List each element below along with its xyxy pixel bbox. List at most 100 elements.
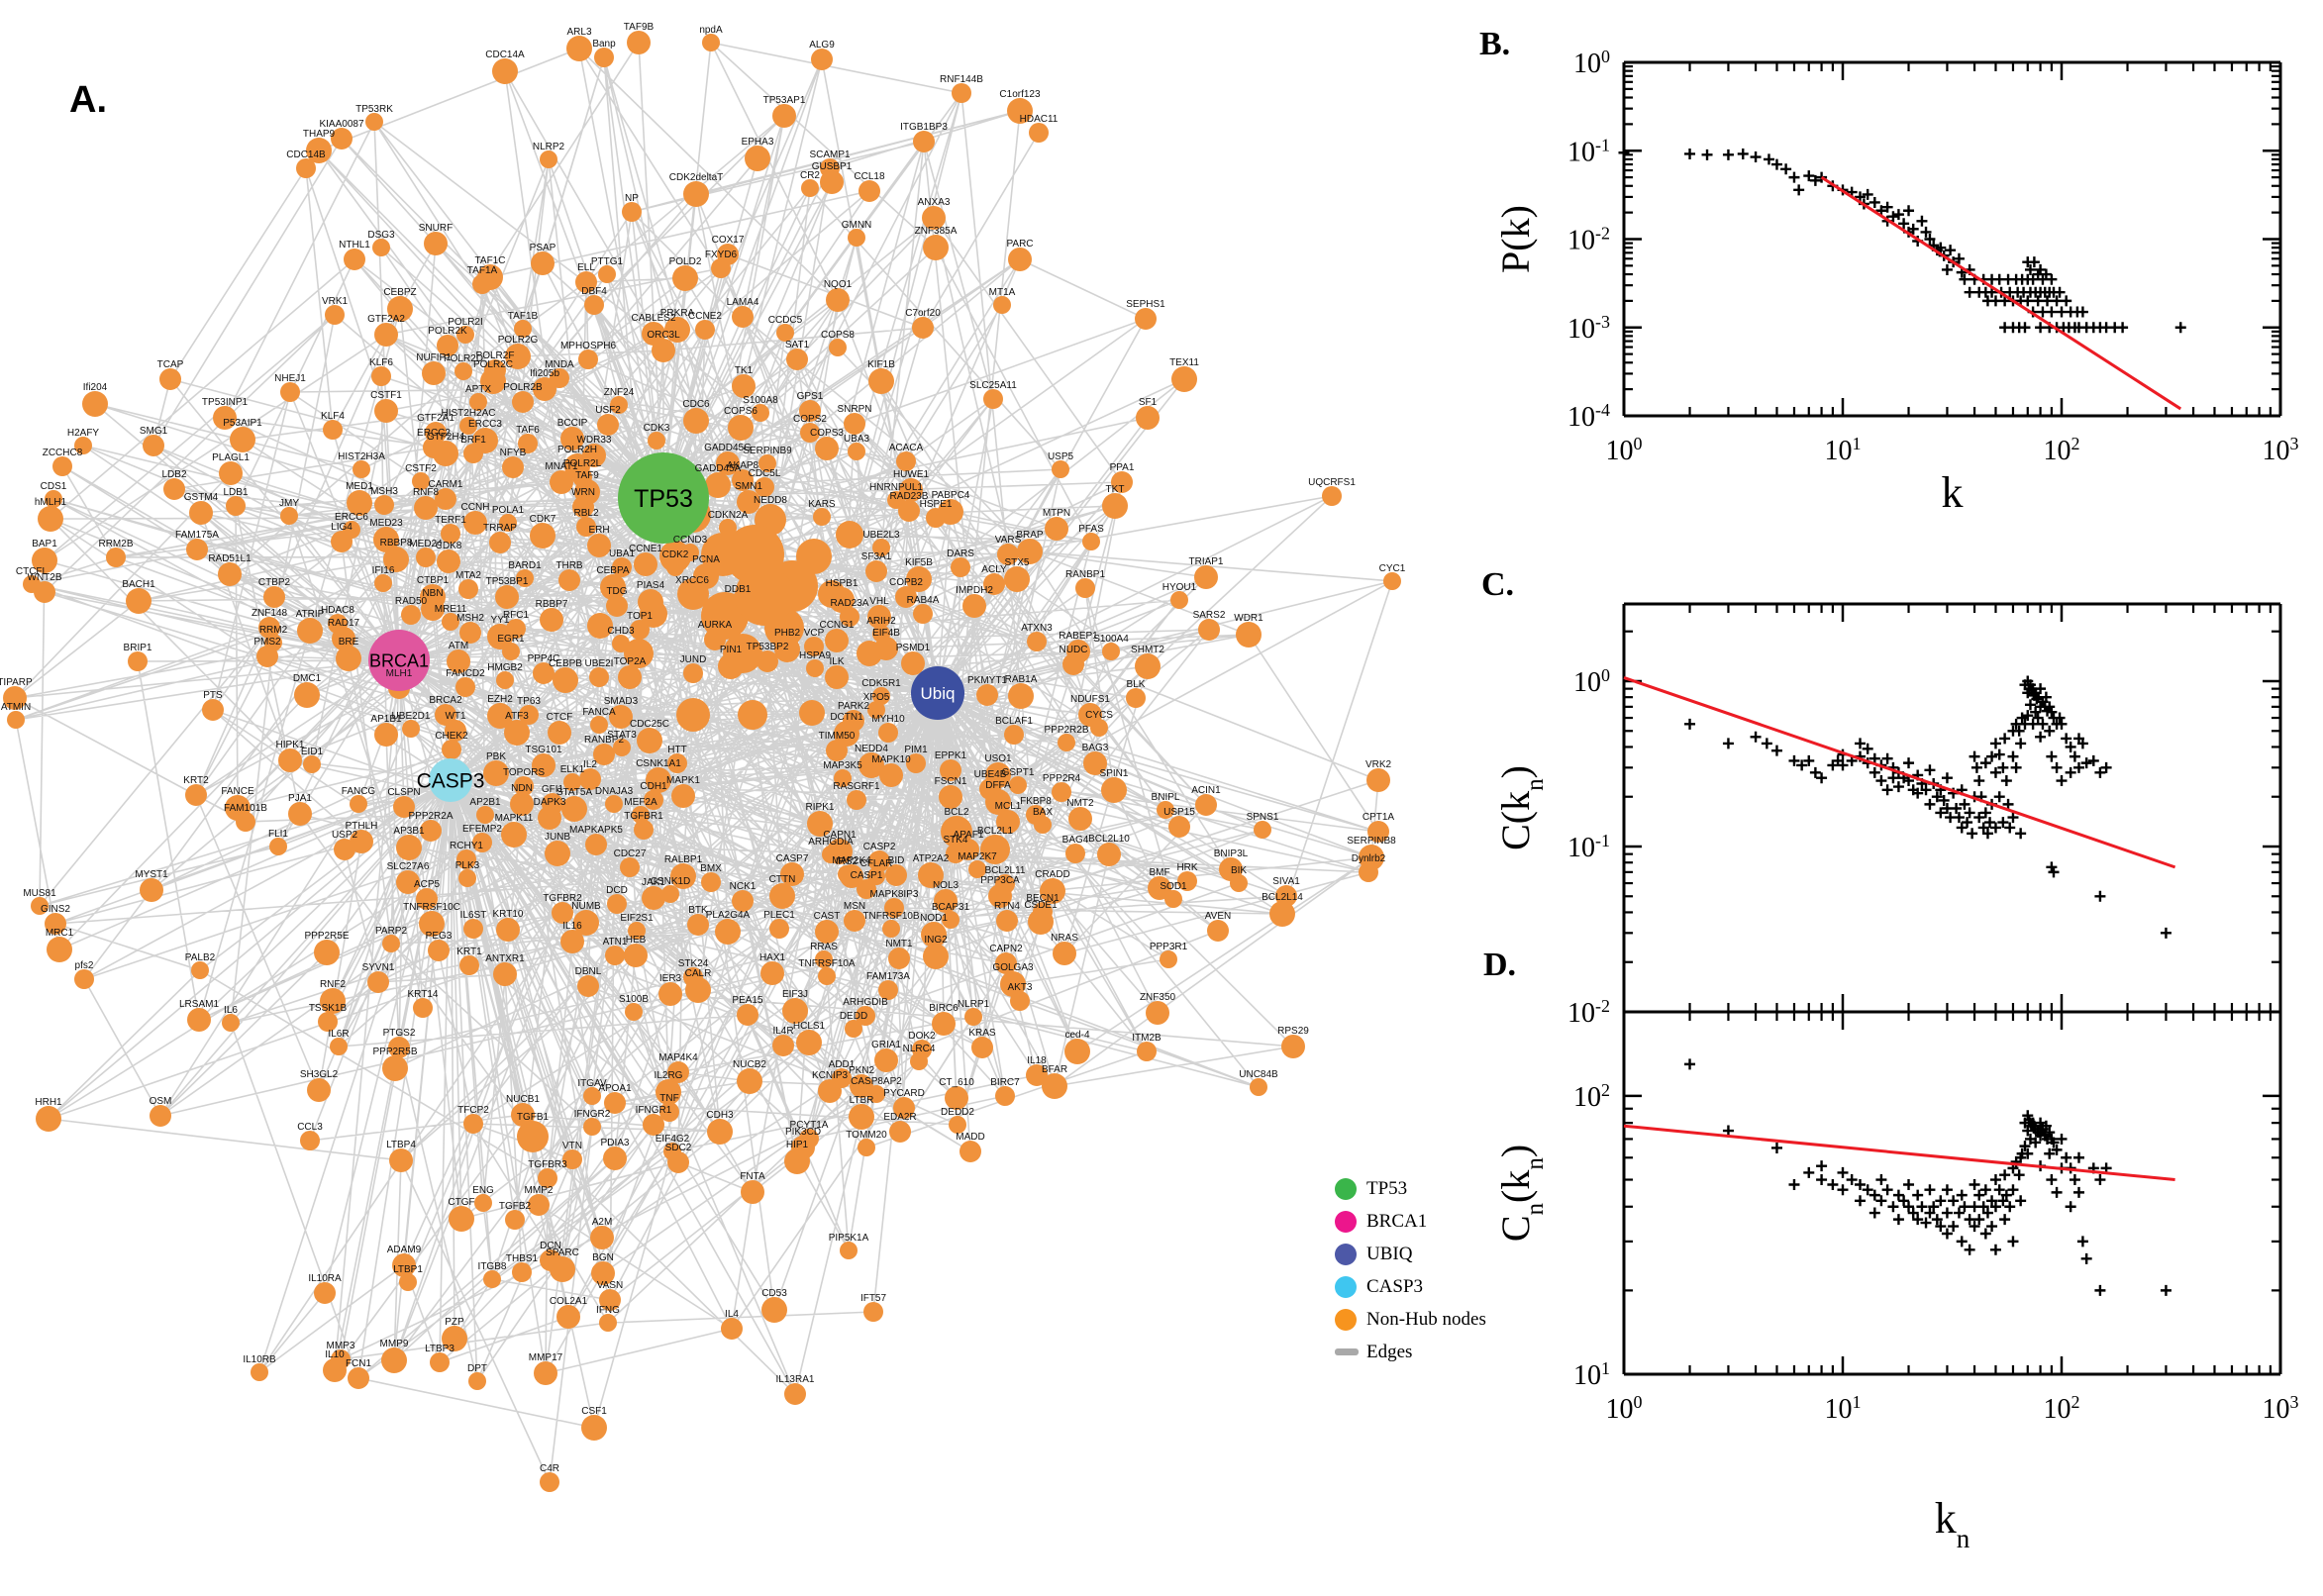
network-node-label: BARD1 — [508, 560, 542, 571]
network-node-label: PSMD1 — [896, 643, 931, 653]
network-node-label: POLR2I — [448, 317, 483, 328]
network-node-label: FCN1 — [346, 1358, 372, 1369]
network-node-label: IFNGR2 — [574, 1109, 611, 1120]
network-node-label: C4R — [540, 1463, 559, 1474]
network-node-label: GTF2H4 — [427, 432, 465, 443]
legend-label: Non-Hub nodes — [1366, 1308, 1486, 1330]
network-node-label: PLA2G4A — [706, 910, 751, 921]
network-node-label: KIAA0087 — [319, 119, 363, 130]
network-node-label: BCL2L14 — [1262, 892, 1303, 903]
network-node — [442, 1326, 467, 1351]
network-node-label: PPP2R2B — [1044, 725, 1088, 736]
network-node — [1027, 632, 1047, 651]
network-node-label: USP5 — [1048, 451, 1074, 462]
network-node-label: CD53 — [761, 1288, 787, 1299]
network-node-label: HIST2H2AC — [441, 408, 495, 419]
network-node-label: RALBP1 — [664, 854, 703, 865]
network-node — [492, 58, 518, 84]
network-node-label: BMX — [700, 863, 722, 874]
legend-label: UBIQ — [1366, 1243, 1413, 1264]
network-node-label: NTHL1 — [339, 240, 370, 250]
network-node — [320, 988, 346, 1014]
network-node — [826, 288, 850, 312]
network-node — [1068, 807, 1092, 831]
network-node-label: IL6ST — [460, 910, 487, 921]
network-node-label: TK1 — [735, 365, 754, 376]
network-node-label: ATN1 — [603, 937, 628, 948]
network-node-label: MMP3 — [327, 1341, 355, 1351]
network-node — [796, 539, 832, 574]
network-node-label: KRT1 — [456, 947, 482, 957]
network-node — [307, 1078, 331, 1102]
network-node-label: NLRC4 — [903, 1044, 936, 1054]
network-node-label: AVEN — [1205, 911, 1232, 922]
network-node — [711, 258, 731, 278]
network-node — [422, 361, 446, 385]
network-node — [594, 48, 614, 67]
network-node-label: HRK — [1176, 862, 1197, 873]
network-node-label: SF3A1 — [861, 551, 892, 562]
network-node — [1009, 776, 1027, 794]
network-node-label: PZP — [445, 1317, 464, 1328]
legend-label: CASP3 — [1366, 1275, 1424, 1297]
network-node-label: PIM1 — [904, 745, 928, 755]
legend: TP53 BRCA1 UBIQ CASP3 Non-Hub nodes Edges — [1335, 1172, 1486, 1368]
network-node-label: IFI16 — [372, 565, 395, 576]
network-node-label: MYH10 — [871, 714, 905, 725]
network-node-label: VRK1 — [322, 296, 349, 307]
network-node-label: IFT57 — [860, 1293, 887, 1304]
network-node — [677, 578, 709, 610]
network-node — [505, 344, 531, 369]
network-node — [1026, 1064, 1048, 1086]
network-node-label: ERH — [588, 525, 609, 536]
network-node — [374, 723, 398, 747]
network-node — [374, 323, 398, 347]
network-node-label: VARS — [995, 535, 1022, 546]
network-node — [455, 677, 475, 697]
network-node — [659, 1102, 679, 1122]
scatter-points-C — [1684, 675, 2172, 939]
network-node-label: IL10RB — [243, 1354, 276, 1365]
network-node — [940, 759, 961, 781]
network-node — [913, 131, 935, 152]
network-node — [495, 585, 519, 609]
network-node-label: CFLAR — [860, 858, 893, 869]
network-node-label: ORC3L — [647, 330, 680, 341]
network-node — [600, 574, 626, 600]
network-node — [350, 795, 367, 813]
network-node-label: CT_610 — [939, 1077, 974, 1088]
network-node-label: ARIH2 — [866, 616, 896, 627]
network-node-label: TP53BP2 — [747, 642, 789, 652]
network-node — [865, 560, 887, 582]
network-node — [344, 249, 365, 270]
network-node — [857, 879, 876, 899]
network-node-label: TGFBR1 — [624, 811, 663, 822]
network-node-label: CSDE1 — [1024, 900, 1058, 911]
network-node-label: NUDC — [1060, 645, 1088, 655]
network-node — [603, 1147, 627, 1170]
network-node — [844, 910, 865, 932]
network-node — [745, 146, 770, 171]
network-node — [656, 1079, 681, 1105]
network-node — [516, 569, 534, 587]
network-node — [652, 339, 675, 362]
network-node — [532, 753, 556, 777]
network-node-label: CCL3 — [297, 1122, 323, 1133]
network-node-label: MRE11 — [435, 604, 467, 615]
network-node — [372, 239, 390, 256]
network-node — [399, 1273, 417, 1291]
network-node — [622, 202, 642, 222]
network-node-label: Ifi204 — [83, 382, 108, 393]
network-node — [799, 700, 825, 726]
network-node-label: CDC6 — [682, 399, 710, 410]
network-node — [218, 562, 242, 586]
network-node-label: GINS2 — [41, 904, 70, 915]
network-node-label: TP63 — [517, 696, 541, 707]
network-node — [845, 1020, 862, 1038]
network-node-label: SERPINB9 — [743, 446, 792, 456]
network-node — [721, 1318, 743, 1340]
network-node-label: BIK — [1231, 865, 1247, 876]
network-node-label: BECN1 — [1026, 893, 1060, 904]
network-node-label: RCHY1 — [450, 841, 483, 851]
network-node-label: BRE — [339, 637, 359, 648]
